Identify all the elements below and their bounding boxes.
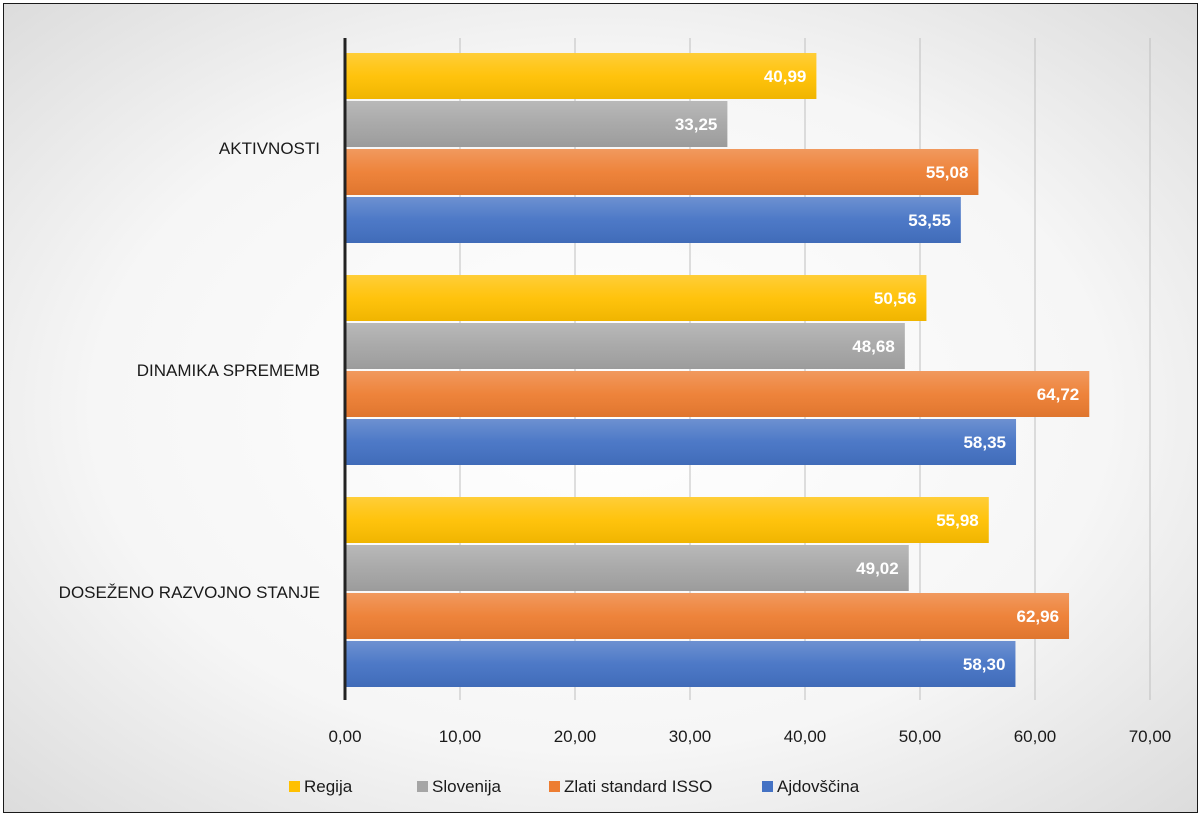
x-tick-label: 50,00 xyxy=(899,727,942,746)
data-label: 40,99 xyxy=(764,67,807,86)
legend-label: Zlati standard ISSO xyxy=(564,777,712,796)
data-label: 64,72 xyxy=(1037,385,1080,404)
data-label: 48,68 xyxy=(852,337,895,356)
data-label: 58,30 xyxy=(963,655,1006,674)
bar-shine xyxy=(345,53,816,99)
category-label: DOSEŽENO RAZVOJNO STANJE xyxy=(59,583,320,602)
legend-swatch-ajdovscina xyxy=(762,781,773,792)
bar-shine xyxy=(345,371,1089,417)
legend-label: Regija xyxy=(304,777,353,796)
category-label: AKTIVNOSTI xyxy=(219,139,320,158)
bar-shine xyxy=(345,275,926,321)
bar-shine xyxy=(345,323,905,369)
data-label: 58,35 xyxy=(963,433,1006,452)
legend-swatch-slovenija xyxy=(417,781,428,792)
bar-shine xyxy=(345,101,727,147)
data-label: 33,25 xyxy=(675,115,718,134)
bar-shine xyxy=(345,641,1015,687)
legend: Regija Slovenija Zlati standard ISSO Ajdovš… xyxy=(289,777,860,796)
data-label: 50,56 xyxy=(874,289,917,308)
x-tick-label: 60,00 xyxy=(1014,727,1057,746)
bar-shine xyxy=(345,593,1069,639)
x-tick-label: 70,00 xyxy=(1129,727,1172,746)
data-label: 62,96 xyxy=(1016,607,1059,626)
legend-label: Ajdovščina xyxy=(777,777,860,796)
bar-shine xyxy=(345,497,989,543)
bar-shine xyxy=(345,545,909,591)
x-tick-label: 10,00 xyxy=(439,727,482,746)
data-label: 55,98 xyxy=(936,511,979,530)
category-label: DINAMIKA SPREMEMB xyxy=(137,361,320,380)
data-label: 53,55 xyxy=(908,211,951,230)
bar-shine xyxy=(345,419,1016,465)
x-tick-label: 0,00 xyxy=(328,727,361,746)
bar-shine xyxy=(345,197,961,243)
legend-label: Slovenija xyxy=(432,777,502,796)
x-tick-label: 40,00 xyxy=(784,727,827,746)
data-label: 55,08 xyxy=(926,163,969,182)
legend-swatch-zlati-standard-isso xyxy=(549,781,560,792)
bars: 40,99 33,25 55,08 53,55 50,56 48,68 64,72 58,35… xyxy=(345,53,1089,687)
data-label: 49,02 xyxy=(856,559,899,578)
x-tick-label: 20,00 xyxy=(554,727,597,746)
bar-shine xyxy=(345,149,978,195)
legend-swatch-regija xyxy=(289,781,300,792)
x-tick-label: 30,00 xyxy=(669,727,712,746)
